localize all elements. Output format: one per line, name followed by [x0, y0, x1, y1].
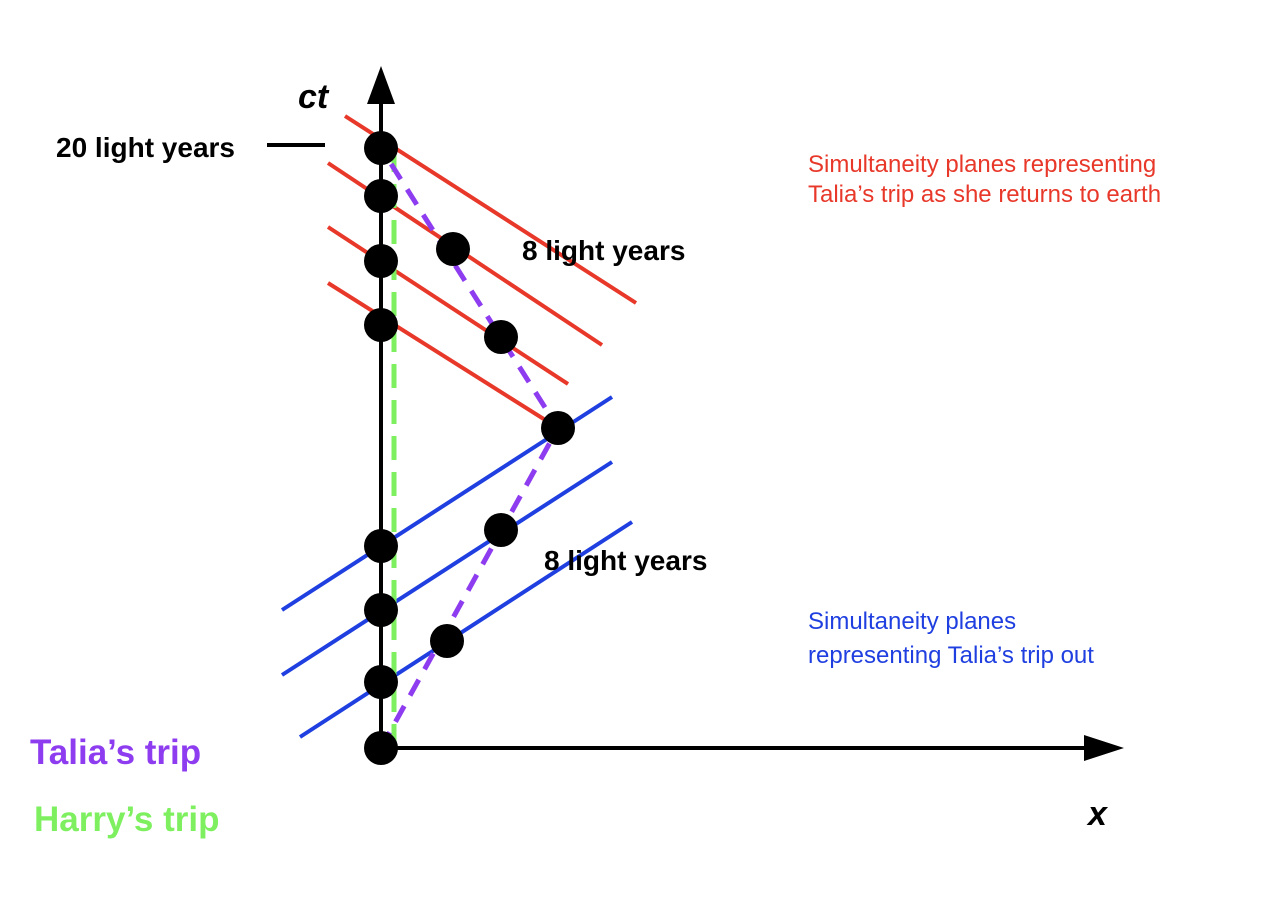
event-dot-talia-out-2 [484, 513, 518, 547]
return-note-line1: Simultaneity planes representing [808, 151, 1156, 178]
eight-ly-top-label: 8 light years [522, 235, 685, 266]
x-axis-arrowhead [1084, 735, 1124, 761]
event-dot-harry-2 [364, 593, 398, 627]
x-axis-label: x [1086, 795, 1109, 833]
out-plane-3 [298, 520, 634, 739]
event-dot-talia-return-2 [436, 232, 470, 266]
legend-harry: Harry’s trip [34, 800, 219, 839]
event-dot-turnaround [541, 411, 575, 445]
event-dot-origin [364, 731, 398, 765]
out-note-line2: representing Talia’s trip out [808, 642, 1094, 669]
event-dot-harry-3 [364, 529, 398, 563]
return-plane-4 [326, 281, 560, 430]
out-plane-2 [280, 460, 614, 677]
ct-axis-label: ct [298, 78, 330, 116]
ct-axis-arrowhead [367, 66, 395, 104]
event-dot-harry-4 [364, 308, 398, 342]
event-dot-harry-7 [364, 131, 398, 165]
out-note-line1: Simultaneity planes [808, 608, 1016, 635]
event-dot-harry-6 [364, 179, 398, 213]
eight-ly-bottom-label: 8 light years [544, 545, 707, 576]
event-dot-harry-5 [364, 244, 398, 278]
event-dot-harry-1 [364, 665, 398, 699]
event-dots [364, 131, 575, 765]
event-dot-talia-out-1 [430, 624, 464, 658]
legend-talia: Talia’s trip [30, 733, 201, 772]
return-note-line2: Talia’s trip as she returns to earth [808, 181, 1161, 208]
event-dot-talia-return-1 [484, 320, 518, 354]
twenty-ly-label: 20 light years [56, 132, 235, 163]
